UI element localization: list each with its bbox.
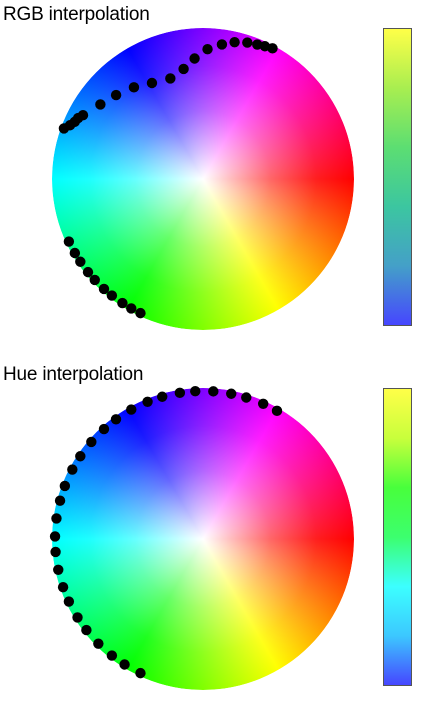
colorbar: [383, 28, 412, 326]
interpolation-point: [82, 266, 94, 278]
interpolation-point: [157, 391, 168, 402]
interpolation-point: [202, 44, 213, 55]
interpolation-point: [110, 414, 122, 425]
interpolation-point: [75, 256, 86, 267]
interpolation-point: [63, 596, 75, 607]
interpolation-point: [93, 638, 104, 649]
interpolation-point: [208, 386, 219, 397]
interpolation-point: [117, 297, 128, 309]
interpolation-point: [271, 405, 283, 417]
interpolation-point: [267, 43, 278, 54]
interpolation-point: [53, 564, 64, 575]
interpolation-point: [189, 53, 200, 64]
interpolation-point: [257, 398, 269, 410]
interpolation-point: [51, 513, 62, 524]
interpolation-point: [77, 110, 89, 121]
color-wheel: [52, 28, 354, 330]
interpolation-point: [95, 99, 106, 110]
interpolation-path: [58, 36, 278, 319]
interpolation-point: [178, 63, 189, 75]
interpolation-point: [89, 274, 100, 286]
saturation-gradient: [52, 388, 354, 690]
interpolation-point: [81, 624, 92, 636]
color-wheel: [52, 388, 354, 690]
interpolation-point: [106, 290, 118, 301]
interpolation-point: [67, 464, 78, 475]
interpolation-point: [86, 436, 97, 448]
interpolation-point: [49, 531, 61, 542]
interpolation-point: [98, 423, 110, 435]
interpolation-point: [229, 36, 240, 48]
interpolation-point: [69, 247, 81, 259]
interpolation-point: [59, 480, 71, 492]
interpolation-point: [106, 650, 118, 661]
interpolation-point: [226, 388, 237, 399]
hue-interpolation-panel: Hue interpolation: [0, 360, 429, 710]
interpolation-point: [54, 495, 66, 506]
interpolation-point: [146, 77, 158, 89]
rgb-interpolation-panel: RGB interpolation: [0, 0, 429, 350]
interpolation-point: [63, 236, 75, 247]
interpolation-point: [142, 396, 153, 407]
panel-title: RGB interpolation: [3, 4, 150, 25]
panel-title: Hue interpolation: [3, 364, 144, 385]
interpolation-point: [242, 37, 253, 48]
interpolation-point: [174, 387, 186, 399]
saturation-gradient: [52, 28, 354, 330]
interpolation-path: [49, 386, 283, 679]
interpolation-point: [165, 73, 176, 84]
interpolation-point: [135, 667, 146, 679]
interpolation-point: [135, 307, 146, 319]
interpolation-point: [98, 283, 110, 295]
interpolation-point: [190, 386, 201, 397]
interpolation-point: [128, 82, 140, 93]
interpolation-point: [110, 89, 122, 101]
interpolation-point: [119, 659, 130, 670]
interpolation-point: [216, 39, 228, 50]
interpolation-point: [72, 612, 83, 623]
interpolation-point: [241, 392, 252, 403]
interpolation-point: [50, 546, 61, 558]
interpolation-point: [75, 451, 86, 462]
interpolation-point: [126, 404, 137, 415]
interpolation-point: [126, 303, 137, 314]
interpolation-point: [57, 581, 69, 593]
colorbar: [383, 388, 412, 686]
